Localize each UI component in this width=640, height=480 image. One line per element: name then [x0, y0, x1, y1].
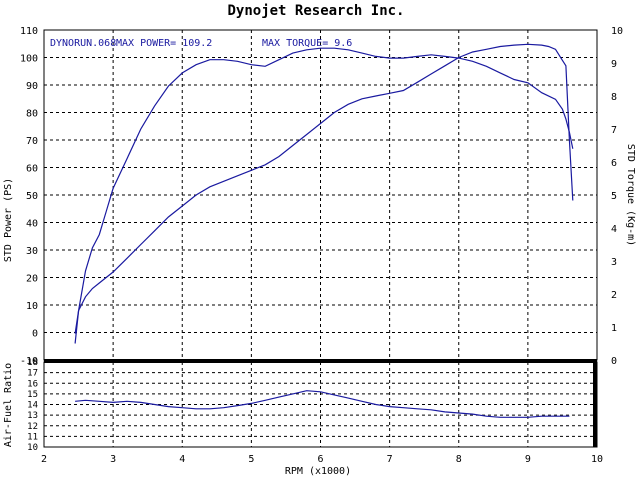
- power-tick-label: 110: [20, 26, 38, 37]
- afr-tick-label: 18: [27, 358, 38, 368]
- power-tick-label: 30: [26, 246, 38, 257]
- afr-axis-label: Air-Fuel Ratio: [3, 363, 14, 447]
- torque-tick-label: 6: [611, 158, 617, 169]
- torque-tick-label: 10: [611, 26, 623, 37]
- power-tick-label: 40: [26, 219, 38, 230]
- power-tick-label: 90: [26, 81, 38, 92]
- panel-divider: [44, 359, 597, 363]
- power-tick-label: 50: [26, 191, 38, 202]
- rpm-axis-ticks: 2 3 4 5 6 7 8 9 10: [41, 454, 603, 465]
- max-torque-label: MAX TORQUE= 9.6: [262, 38, 352, 49]
- torque-axis-label: STD Torque (Kg-m): [625, 144, 636, 246]
- power-tick-label: 80: [26, 109, 38, 120]
- power-tick-label: 10: [26, 301, 38, 312]
- rpm-tick-label: 3: [110, 454, 116, 465]
- torque-tick-label: 3: [611, 257, 617, 268]
- afr-curve: [75, 390, 570, 418]
- afr-tick-label: 11: [27, 432, 38, 442]
- rpm-tick-label: 4: [179, 454, 185, 465]
- power-tick-label: 20: [26, 274, 38, 285]
- power-tick-label: 70: [26, 136, 38, 147]
- rpm-tick-label: 10: [591, 454, 603, 465]
- power-tick-label: 100: [20, 54, 38, 65]
- torque-tick-label: 8: [611, 92, 617, 103]
- torque-tick-label: 7: [611, 125, 617, 136]
- afr-tick-label: 13: [27, 411, 38, 421]
- afr-tick-label: 17: [27, 369, 38, 379]
- afr-tick-label: 16: [27, 379, 38, 389]
- torque-tick-label: 9: [611, 59, 617, 70]
- chart-title: Dynojet Research Inc.: [227, 3, 404, 19]
- afr-grid: [44, 362, 597, 447]
- torque-tick-label: 4: [611, 224, 617, 235]
- torque-tick-label: 0: [611, 356, 617, 367]
- power-axis-ticks: -10 0 10 20 30 40 50 60 70 80 90 100 110: [20, 26, 38, 367]
- main-grid: [44, 30, 597, 360]
- afr-plot-frame: [43, 361, 598, 448]
- power-tick-label: 60: [26, 164, 38, 175]
- torque-tick-label: 5: [611, 191, 617, 202]
- power-tick-label: -10: [20, 356, 38, 367]
- afr-tick-label: 14: [27, 401, 38, 411]
- power-torque-panel: -10 0 10 20 30 40 50 60 70 80 90 100 110 0 1 2 3 4 5 6 7 8 9 1…: [3, 26, 636, 367]
- power-axis-label: STD Power (PS): [3, 178, 14, 262]
- power-tick-label: 0: [32, 329, 38, 340]
- torque-axis-ticks: 0 1 2 3 4 5 6 7 8 9 10: [611, 26, 623, 367]
- rpm-tick-label: 8: [456, 454, 462, 465]
- torque-curve: [74, 47, 574, 334]
- rpm-tick-label: 6: [317, 454, 323, 465]
- main-curves: [74, 43, 574, 344]
- rpm-tick-label: 7: [387, 454, 393, 465]
- power-curve: [74, 43, 574, 344]
- afr-tick-label: 12: [27, 422, 38, 432]
- afr-tick-label: 15: [27, 390, 38, 400]
- rpm-tick-label: 9: [525, 454, 531, 465]
- afr-tick-label: 10: [27, 443, 38, 453]
- rpm-axis-label: RPM (x1000): [285, 466, 351, 477]
- rpm-tick-label: 2: [41, 454, 47, 465]
- right-border-bar: [593, 360, 597, 447]
- rpm-tick-label: 5: [248, 454, 254, 465]
- torque-tick-label: 1: [611, 323, 617, 334]
- torque-tick-label: 2: [611, 290, 617, 301]
- afr-curves: [75, 390, 570, 418]
- max-power-label: MAX POWER= 109.2: [116, 38, 212, 49]
- run-file-label: DYNORUN.068: [50, 38, 116, 49]
